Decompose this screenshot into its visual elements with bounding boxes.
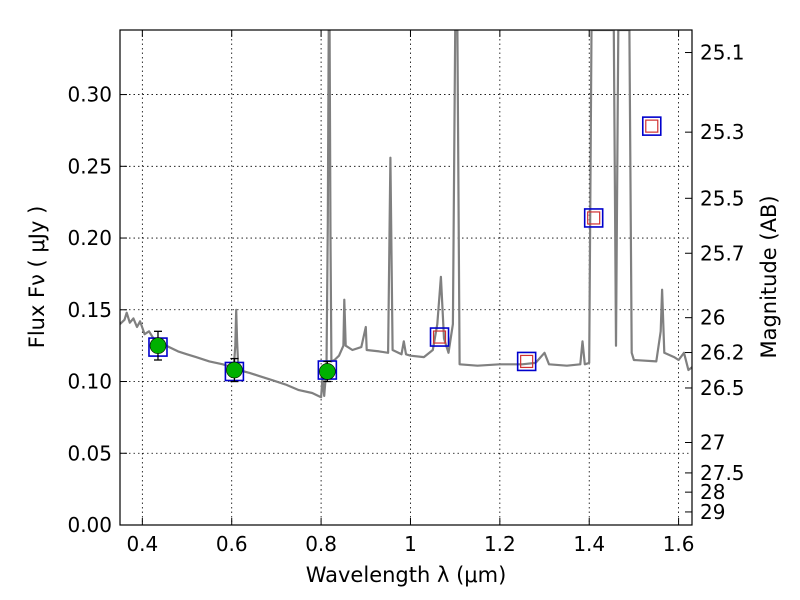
right-tick-label: 28 — [700, 480, 725, 504]
x-tick-label: 1.6 — [663, 532, 695, 556]
y-tick-label: 0.05 — [67, 441, 112, 465]
spectrum-line — [120, 30, 692, 399]
model-point — [641, 116, 662, 136]
x-tick-label: 1.2 — [484, 532, 516, 556]
upper-limit-point — [645, 119, 659, 133]
y-axis-label: Flux Fν ( μJy ) — [25, 206, 49, 349]
y-axis-right-label: Magnitude (AB) — [757, 195, 781, 358]
model-point — [516, 351, 537, 372]
y-tick-label: 0.15 — [67, 298, 112, 322]
x-tick-label: 0.4 — [126, 532, 158, 556]
right-tick-label: 26.2 — [700, 341, 745, 365]
plot-area — [120, 30, 692, 399]
x-tick-label: 1 — [404, 532, 417, 556]
observed-point — [226, 361, 243, 379]
right-tick-label: 27 — [700, 431, 725, 455]
right-tick-label: 26 — [700, 306, 725, 330]
right-tick-label: 25.7 — [700, 241, 745, 265]
plot-frame — [119, 29, 693, 526]
right-tick-label: 29 — [700, 500, 725, 524]
upper-limit-point — [432, 330, 447, 344]
x-axis-label: Wavelength λ (μm) — [306, 563, 507, 587]
y-tick-label: 0.00 — [67, 513, 112, 537]
right-tick-label: 26.5 — [700, 376, 745, 400]
x-tick-label: 0.6 — [216, 532, 248, 556]
grid — [120, 30, 692, 526]
x-tick-label: 1.4 — [573, 532, 605, 556]
x-tick-label: 0.8 — [305, 532, 337, 556]
model-point — [583, 208, 604, 228]
right-tick-label: 25.1 — [700, 41, 745, 65]
y-tick-label: 0.10 — [67, 370, 112, 394]
y-tick-label: 0.20 — [67, 226, 112, 250]
observed-point — [149, 337, 167, 354]
right-tick-label: 25.5 — [700, 186, 745, 210]
upper-limit-point — [520, 354, 534, 369]
model-point — [429, 327, 450, 347]
y-tick-label: 0.30 — [67, 83, 112, 107]
right-tick-label: 25.3 — [700, 120, 745, 144]
observed-point — [319, 363, 336, 380]
right-tick-label: 27.5 — [700, 461, 745, 485]
y-tick-label: 0.25 — [67, 154, 112, 178]
axes-ticks: 0.4 0.6 0.8 1 1.2 1.4 1.6 0.00 0.05 0.10 0.15 0.20 0… — [67, 30, 745, 556]
upper-limit-point — [587, 211, 601, 225]
